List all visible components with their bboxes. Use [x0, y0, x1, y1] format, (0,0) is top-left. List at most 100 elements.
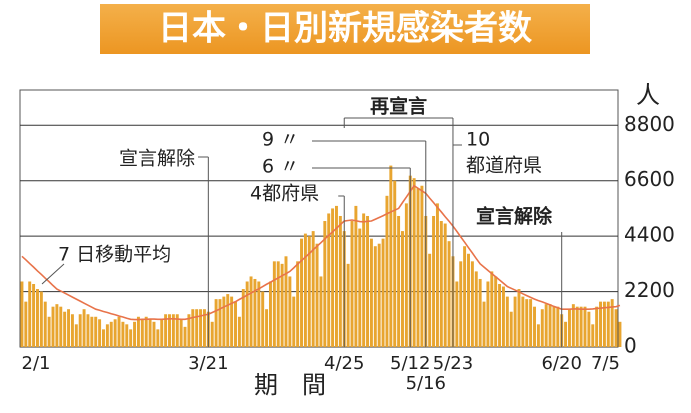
bar — [105, 324, 109, 347]
bar — [136, 316, 140, 347]
bar — [39, 291, 43, 347]
bar — [525, 299, 529, 347]
bar — [595, 306, 599, 347]
bar — [459, 261, 463, 347]
annotation: 10 — [466, 129, 490, 151]
bar — [117, 316, 121, 347]
bar — [334, 205, 338, 347]
bar — [498, 284, 502, 347]
bar — [315, 243, 319, 347]
bar — [195, 309, 199, 347]
bar — [296, 261, 300, 347]
bar — [241, 289, 245, 347]
bar — [276, 261, 280, 347]
bar — [156, 329, 160, 347]
annotation: 宣言解除 — [476, 205, 553, 228]
y-tick-label: 2200 — [624, 278, 675, 302]
bar — [191, 309, 195, 347]
bar — [183, 326, 187, 347]
bar — [261, 291, 265, 347]
bar — [490, 271, 494, 347]
bar — [358, 228, 362, 347]
bar — [187, 314, 191, 347]
annotation: 6 〃 — [262, 156, 299, 178]
bar — [323, 221, 327, 347]
bar — [385, 195, 389, 347]
bar — [98, 319, 102, 347]
annotation: 9 〃 — [262, 129, 299, 151]
bar — [237, 316, 241, 347]
x-tick-label: 4/25 — [324, 353, 364, 374]
bar — [253, 278, 257, 347]
bar — [567, 309, 571, 347]
bar — [319, 276, 323, 347]
bar — [140, 319, 144, 347]
bar — [571, 304, 575, 347]
bar — [47, 316, 51, 347]
bar — [455, 281, 459, 347]
x-tick-label: 5/23 — [433, 353, 473, 374]
chart-title: 日本・日別新規感染者数 — [158, 9, 532, 49]
bar — [218, 299, 222, 347]
bar — [70, 314, 74, 347]
bar — [78, 314, 82, 347]
bar — [171, 314, 175, 347]
bar — [377, 243, 381, 347]
bar — [28, 281, 32, 347]
bar — [202, 309, 206, 347]
bar — [121, 321, 125, 347]
bar — [505, 296, 509, 347]
bar — [583, 306, 587, 347]
bar — [529, 299, 533, 347]
bar — [175, 314, 179, 347]
x-tick-label: 5/16 — [406, 373, 446, 394]
bar — [94, 316, 98, 347]
bar — [86, 314, 90, 347]
leader-line — [41, 263, 65, 285]
bar — [59, 306, 63, 347]
bar — [354, 205, 358, 347]
bar — [486, 281, 490, 347]
bar — [346, 263, 350, 347]
bar — [102, 329, 105, 347]
bar — [369, 238, 373, 347]
bar — [420, 185, 424, 347]
bar — [575, 306, 579, 347]
bar — [35, 289, 39, 347]
bar — [327, 213, 331, 347]
annotation: 4都府県 — [250, 183, 319, 205]
bar — [125, 324, 129, 347]
y-tick-label: 6600 — [624, 167, 675, 191]
bar — [540, 309, 544, 347]
bar — [20, 281, 24, 347]
bar — [284, 256, 288, 347]
bar — [210, 321, 214, 347]
bar — [599, 301, 603, 347]
bar — [435, 203, 439, 347]
series-label: 7 日移動平均 — [58, 244, 171, 266]
bar — [416, 188, 420, 347]
bar — [32, 284, 36, 347]
x-tick-label: 6/20 — [541, 353, 581, 374]
bar — [51, 306, 55, 347]
bar — [214, 299, 218, 347]
bar — [614, 309, 618, 347]
bar — [90, 316, 94, 347]
annotation: 都道府県 — [466, 155, 542, 177]
x-axis-label: 期 間 — [254, 371, 326, 399]
bar — [199, 309, 203, 347]
bar — [300, 238, 304, 347]
bar — [226, 294, 230, 347]
bar — [288, 276, 292, 347]
bar — [544, 304, 548, 347]
bar — [618, 321, 622, 347]
bar — [536, 324, 540, 347]
annotation: 宣言解除 — [119, 148, 195, 170]
bar — [257, 281, 261, 347]
bar — [160, 319, 164, 347]
bar — [230, 296, 234, 347]
bar — [439, 221, 443, 347]
x-tick-label: 5/12 — [390, 353, 430, 374]
x-tick-label: 7/5 — [591, 353, 620, 374]
bar — [362, 213, 366, 347]
